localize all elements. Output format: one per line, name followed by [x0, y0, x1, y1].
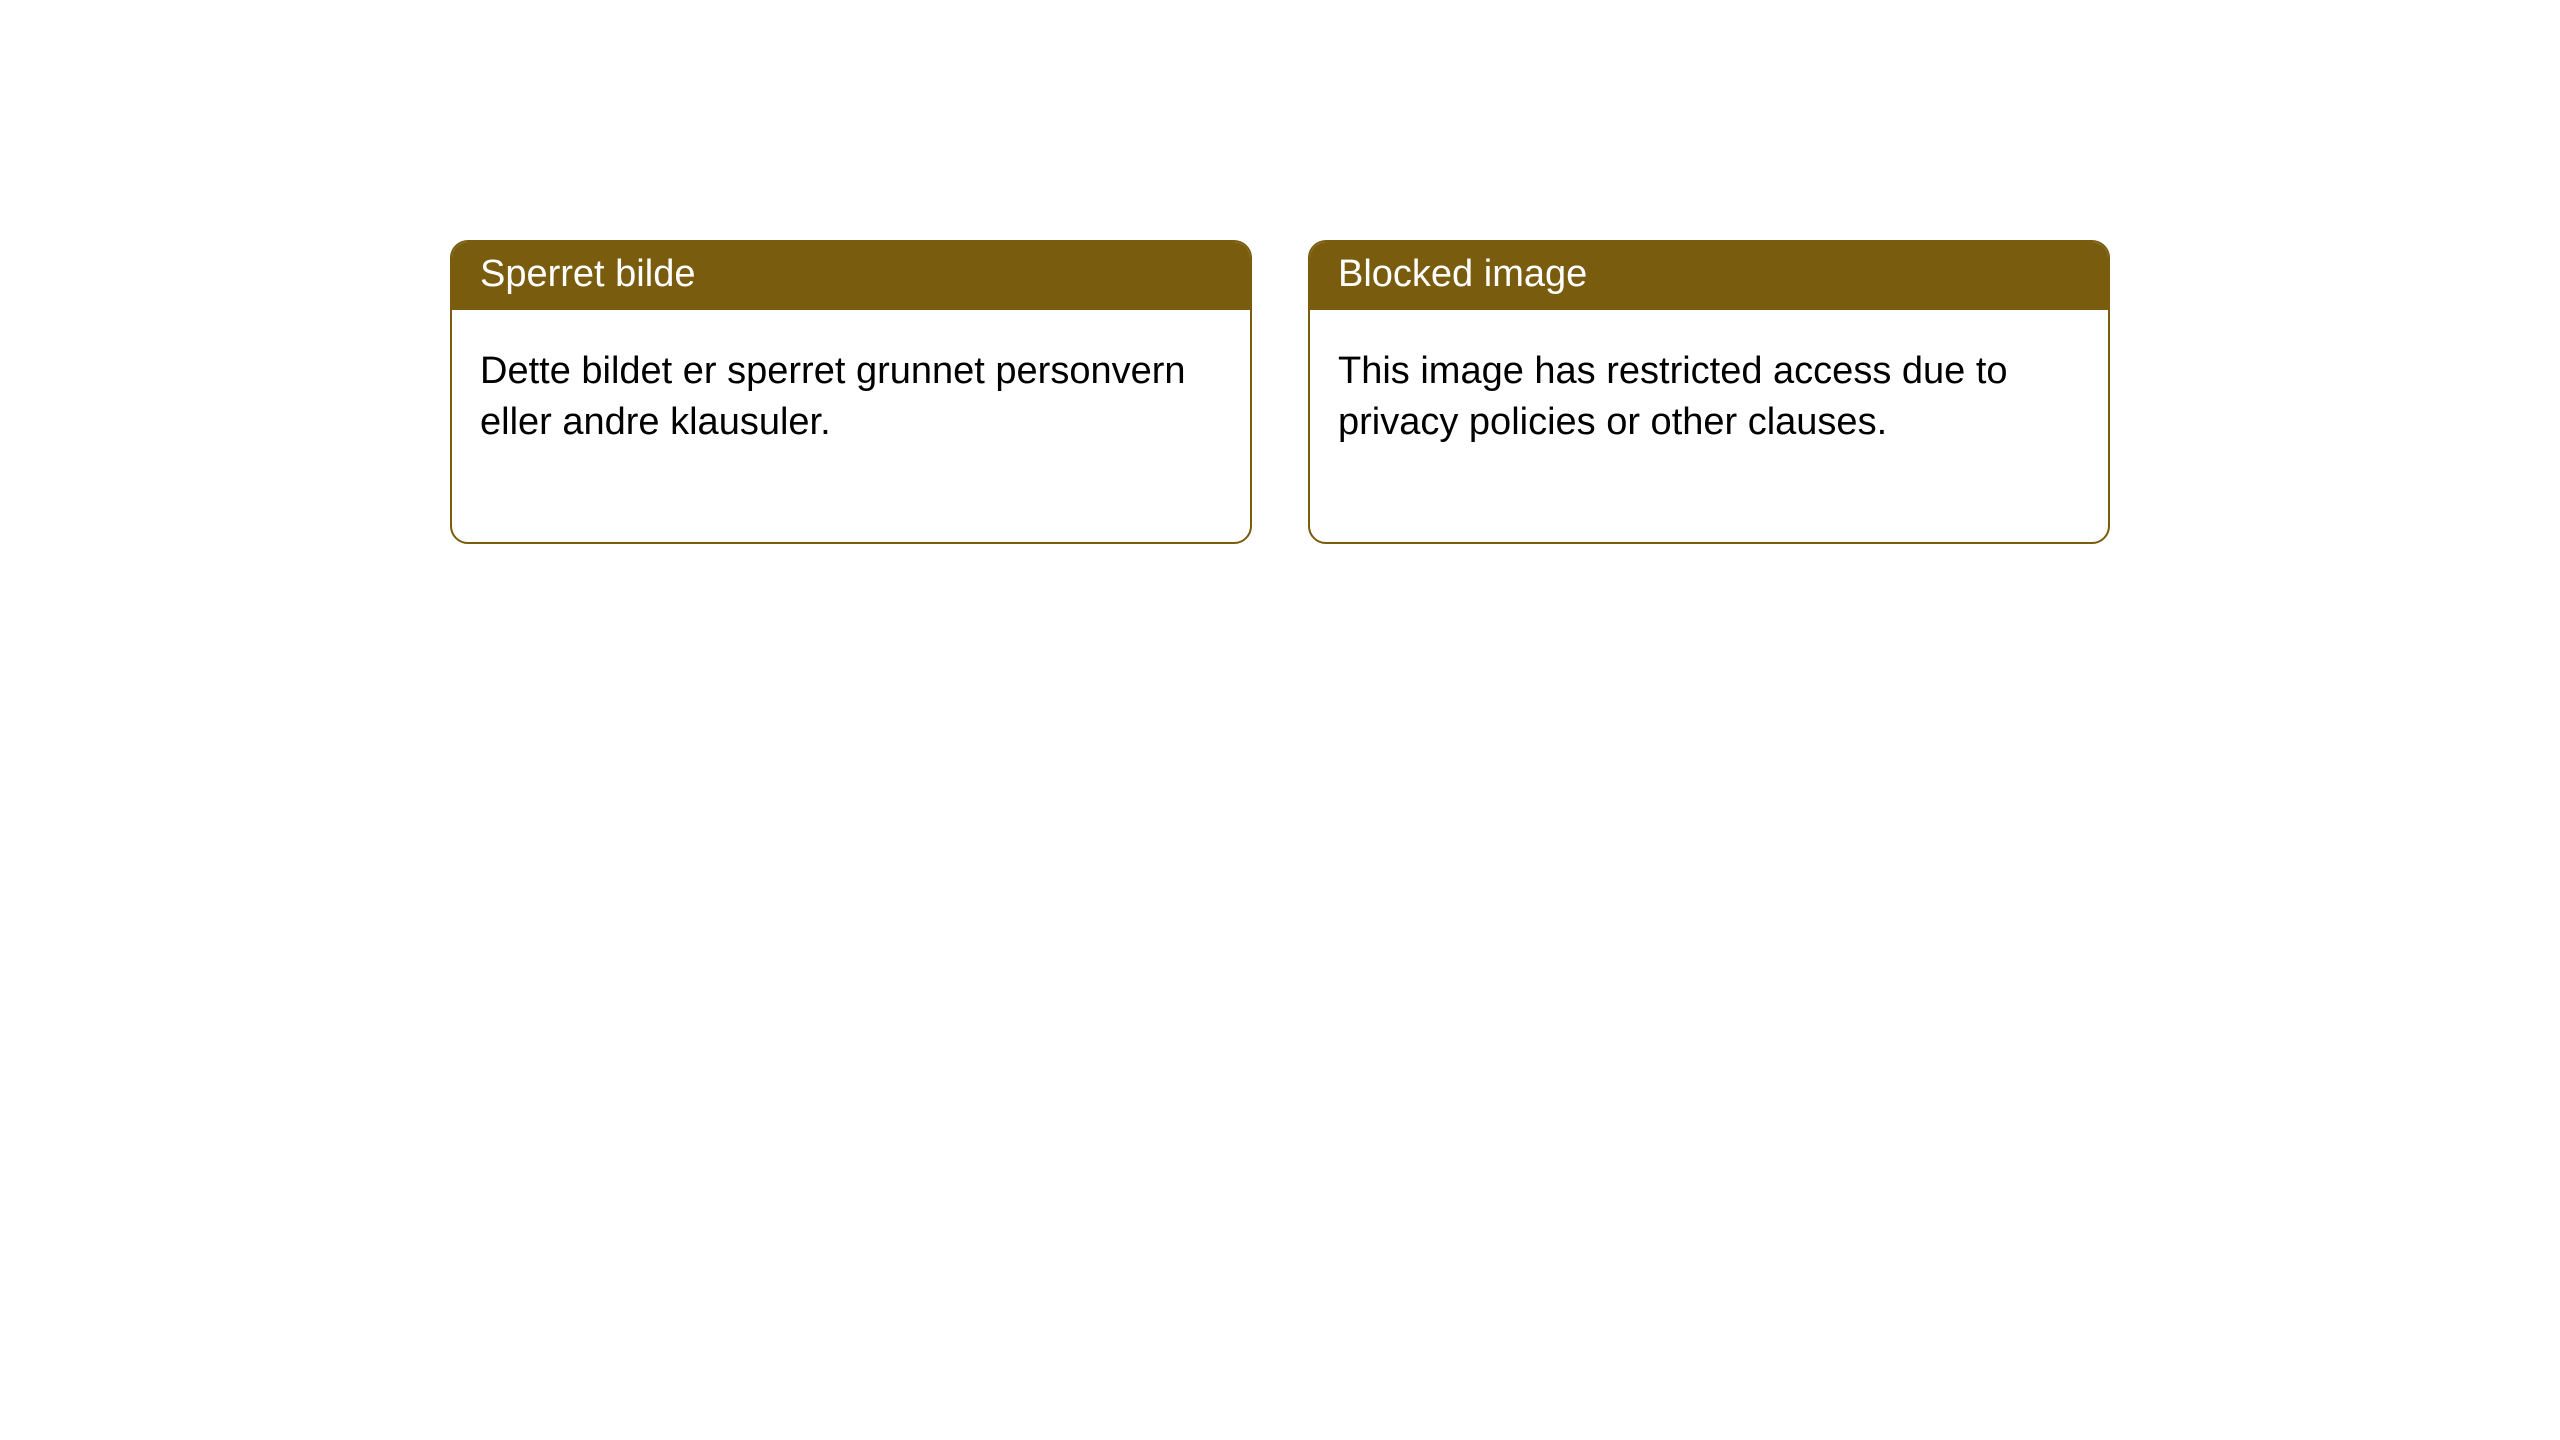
notice-body: This image has restricted access due to …	[1310, 310, 2108, 542]
notice-title: Blocked image	[1310, 242, 2108, 310]
notice-body: Dette bildet er sperret grunnet personve…	[452, 310, 1250, 542]
notice-card-norwegian: Sperret bilde Dette bildet er sperret gr…	[450, 240, 1252, 544]
notice-container: Sperret bilde Dette bildet er sperret gr…	[0, 0, 2560, 544]
notice-title: Sperret bilde	[452, 242, 1250, 310]
notice-card-english: Blocked image This image has restricted …	[1308, 240, 2110, 544]
